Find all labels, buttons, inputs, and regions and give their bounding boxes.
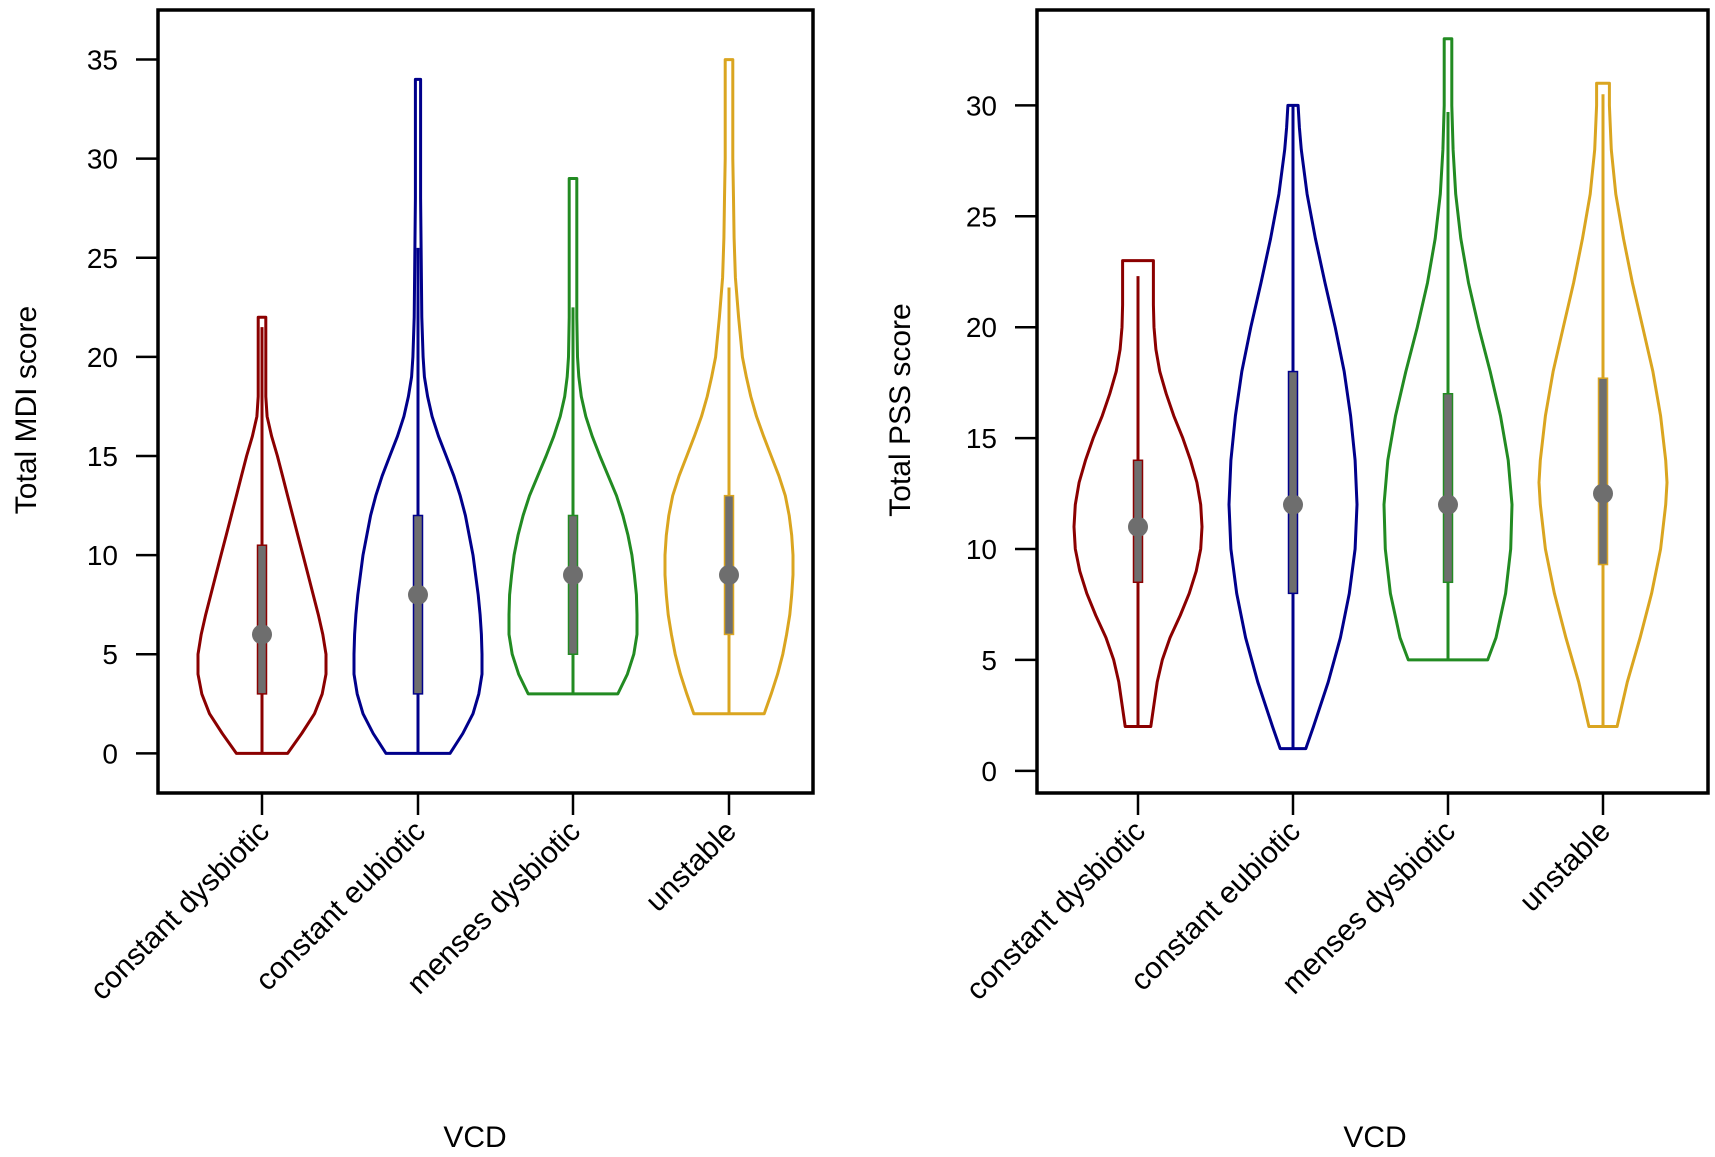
mdi-violin-constant-eubiotic <box>352 77 484 755</box>
pss-median-point-constant-eubiotic <box>1283 494 1303 515</box>
mdi-median-point-constant-eubiotic <box>408 584 428 605</box>
pss-iqr-box-unstable <box>1597 377 1609 566</box>
pss-median-point-unstable <box>1593 483 1613 504</box>
pss-violin-outline-menses-dysbiotic <box>1382 37 1514 662</box>
pss-violin-outline-constant-dysbiotic <box>1072 259 1204 728</box>
mdi-violins <box>196 58 795 755</box>
pss-plot-frame <box>1035 8 1710 795</box>
mdi-median-point-menses-dysbiotic <box>563 564 583 585</box>
mdi-violin-outline-unstable <box>663 58 795 716</box>
mdi-y-axis-title: Total MDI score <box>10 306 43 514</box>
pss-x-axis-title: VCD <box>1343 1121 1406 1154</box>
mdi-plot-frame <box>156 8 815 795</box>
mdi-x-axis-title: VCD <box>443 1121 506 1154</box>
pss-median-point-constant-dysbiotic <box>1128 516 1148 537</box>
mdi-y-tick-label: 15 <box>87 441 118 472</box>
mdi-y-tick-label: 20 <box>87 342 118 373</box>
pss-y-tick-label: 0 <box>981 756 997 787</box>
mdi-y-tick-label: 35 <box>87 45 118 76</box>
pss-median-point-menses-dysbiotic <box>1438 494 1458 515</box>
mdi-iqr-box-constant-dysbiotic <box>256 544 268 695</box>
pss-violin-menses-dysbiotic <box>1382 37 1514 662</box>
pss-violin-constant-eubiotic <box>1227 103 1359 751</box>
pss-violin-outline-constant-eubiotic <box>1227 103 1359 751</box>
mdi-y-tick-label: 25 <box>87 243 118 274</box>
mdi-y-tick-label: 30 <box>87 144 118 175</box>
mdi-median-point-constant-dysbiotic <box>252 624 272 645</box>
mdi-median-point-unstable <box>719 564 739 585</box>
mdi-y-tick-label: 0 <box>102 738 118 769</box>
mdi-y-tick-label: 5 <box>102 639 118 670</box>
pss-violin-unstable <box>1537 81 1669 728</box>
pss-y-tick-label: 20 <box>966 312 997 343</box>
mdi-violin-constant-dysbiotic <box>196 315 328 755</box>
mdi-violin-outline-menses-dysbiotic <box>507 177 639 696</box>
pss-violin-constant-dysbiotic <box>1072 259 1204 728</box>
pss-y-tick-label: 25 <box>966 201 997 232</box>
mdi-violin-outline-constant-dysbiotic <box>196 315 328 755</box>
pss-y-axis: 0 5 10 15 20 25 30 <box>966 90 1037 787</box>
pss-y-tick-label: 5 <box>981 645 997 676</box>
mdi-violin-menses-dysbiotic <box>507 177 639 696</box>
pss-iqr-box-menses-dysbiotic <box>1442 392 1454 584</box>
pss-y-tick-label: 15 <box>966 423 997 454</box>
mdi-y-tick-label: 10 <box>87 540 118 571</box>
pss-violins <box>1072 37 1669 751</box>
pss-y-tick-label: 10 <box>966 534 997 565</box>
mdi-violin-outline-constant-eubiotic <box>352 77 484 755</box>
pss-iqr-box-constant-eubiotic <box>1287 370 1299 595</box>
pss-y-tick-label: 30 <box>966 90 997 121</box>
pss-y-axis-title: Total PSS score <box>884 303 917 516</box>
mdi-y-axis: 0 5 10 15 20 25 30 35 <box>87 45 158 769</box>
mdi-violin-unstable <box>663 58 795 716</box>
pss-violin-outline-unstable <box>1537 81 1669 728</box>
